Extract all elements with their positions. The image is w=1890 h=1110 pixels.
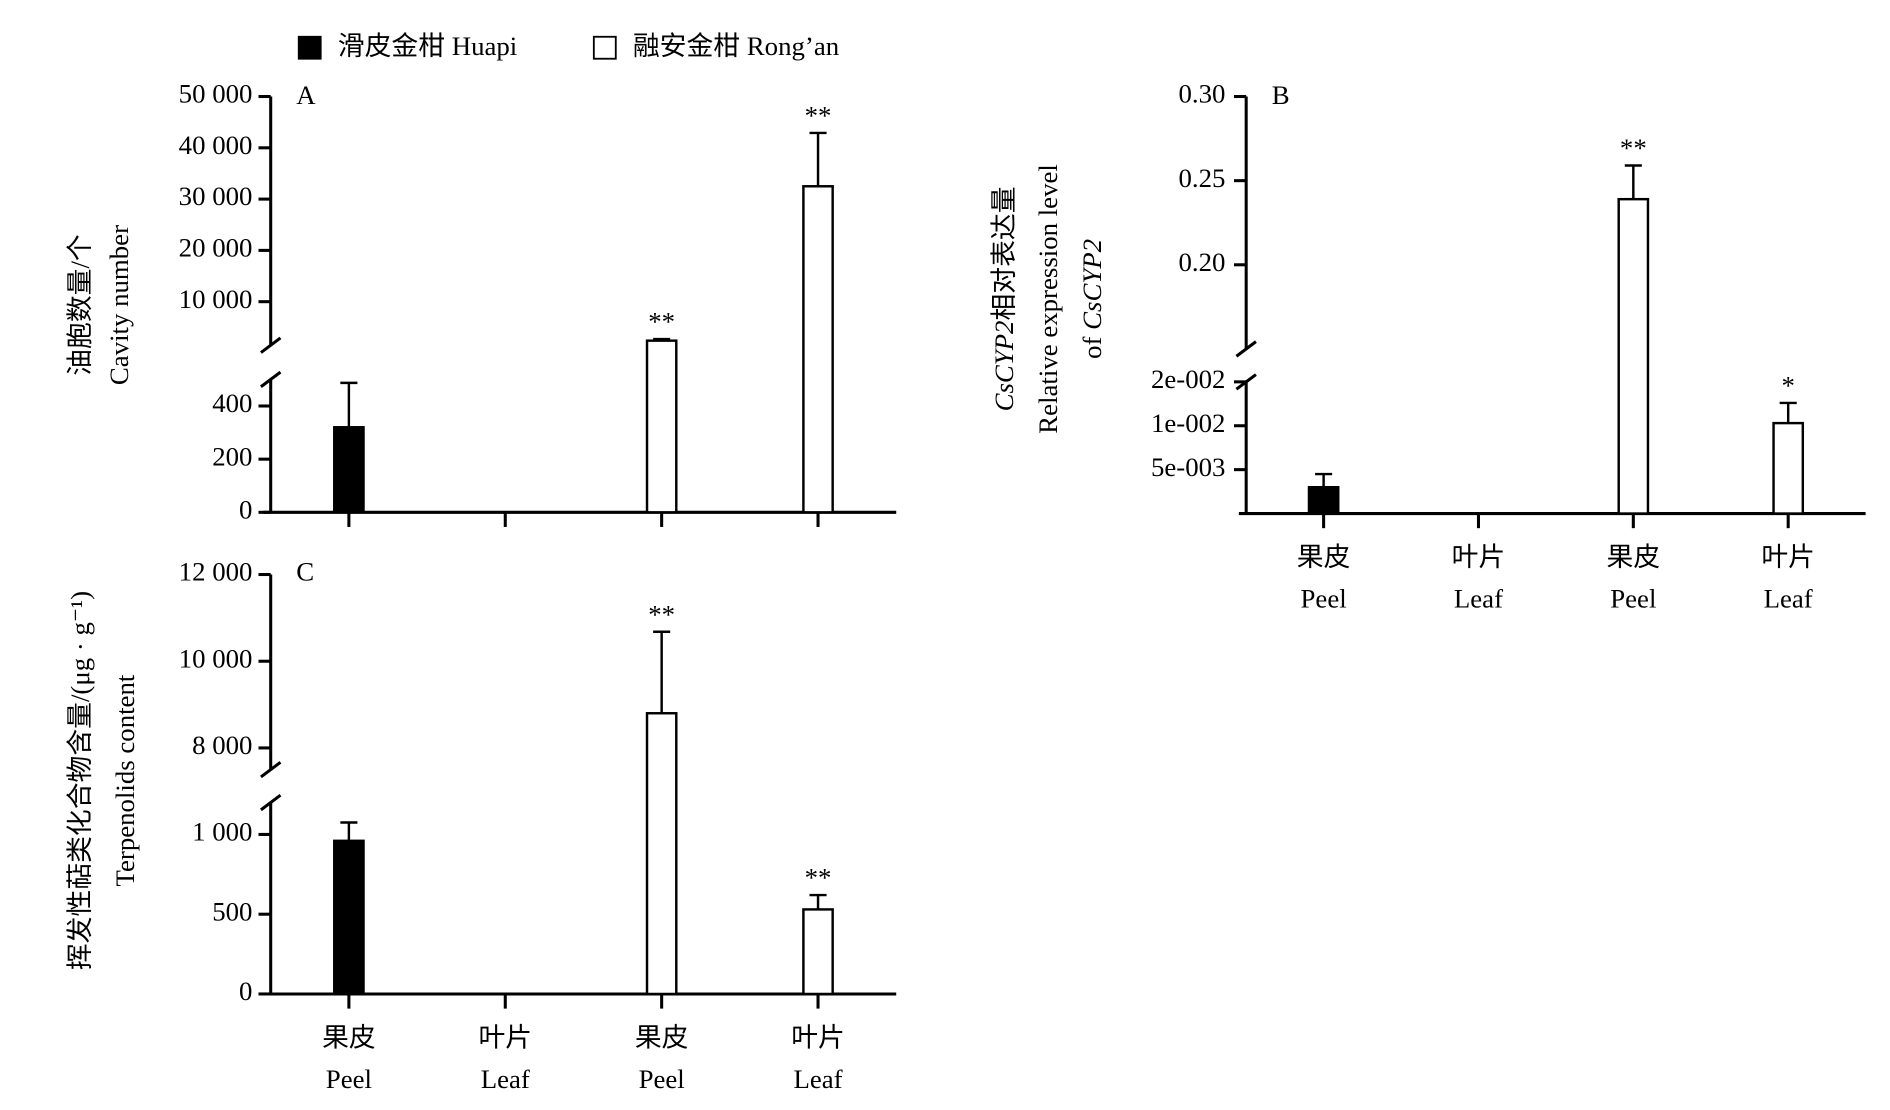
legend-swatch bbox=[592, 35, 617, 60]
bar bbox=[1307, 485, 1340, 515]
y-axis-label: of CsCYP2 bbox=[1077, 239, 1107, 359]
x-tick-label-line: Leaf bbox=[481, 1064, 530, 1094]
y-tick-label: 40 000 bbox=[179, 130, 253, 160]
panel-label: A bbox=[296, 80, 316, 110]
y-tick-label: 1e-002 bbox=[1151, 408, 1225, 438]
y-tick-label: 50 000 bbox=[179, 79, 253, 109]
y-axis-label-part: Terpenolids content bbox=[110, 674, 140, 886]
bar bbox=[333, 839, 365, 996]
bar bbox=[802, 908, 834, 996]
axis-break bbox=[260, 370, 282, 388]
bar bbox=[1772, 421, 1805, 515]
x-tick-label: 叶片 Leaf bbox=[1761, 542, 1815, 613]
y-axis-label-part: of bbox=[1077, 330, 1107, 359]
y-axis-label-part: CsCYP2 bbox=[1077, 239, 1107, 330]
x-tick-label: 果皮 Peel bbox=[322, 1022, 376, 1093]
panel-label: C bbox=[296, 557, 314, 587]
y-axis-label: 挥发性萜类化合物含量/(μg · g⁻¹) bbox=[65, 591, 95, 970]
y-tick-label: 500 bbox=[212, 896, 252, 926]
y-tick-label: 0.20 bbox=[1179, 247, 1226, 277]
y-tick-label: 10 000 bbox=[179, 284, 253, 314]
error-bar bbox=[809, 131, 827, 187]
y-tick-label: 200 bbox=[212, 441, 252, 471]
significance: ** bbox=[805, 100, 832, 130]
y-tick-label: 0.25 bbox=[1179, 163, 1226, 193]
axis-break bbox=[260, 761, 282, 779]
x-tick-label-line: 叶片 bbox=[791, 1022, 845, 1052]
x-tick-label-line: Peel bbox=[1610, 583, 1656, 613]
error-bar bbox=[1624, 164, 1642, 200]
error-bar bbox=[1315, 472, 1333, 488]
y-axis-label: Terpenolids content bbox=[110, 674, 140, 886]
y-axis-label-part: 油胞数量/个 bbox=[65, 234, 95, 376]
y-tick-label: 2e-002 bbox=[1151, 364, 1225, 394]
y-tick-label: 8 000 bbox=[192, 730, 252, 760]
axis-break bbox=[260, 336, 282, 354]
legend-label: 滑皮金柑 Huapi bbox=[338, 31, 517, 61]
legend-swatch bbox=[297, 35, 322, 60]
y-axis-label: CsCYP2相对表达量 bbox=[989, 186, 1019, 411]
y-tick-label: 10 000 bbox=[179, 643, 253, 673]
y-axis-label-part: 相对表达量 bbox=[989, 186, 1019, 320]
x-tick-label-line: Leaf bbox=[1764, 583, 1813, 613]
axis-break bbox=[1235, 340, 1257, 358]
x-tick-label: 果皮 Peel bbox=[1607, 542, 1661, 613]
error-bar bbox=[653, 630, 671, 714]
x-tick-label-line: Peel bbox=[326, 1064, 372, 1094]
bar bbox=[802, 185, 834, 514]
bar bbox=[333, 426, 365, 514]
bar bbox=[645, 339, 678, 514]
x-tick-label-line: Leaf bbox=[793, 1064, 842, 1094]
y-axis-label: Cavity number bbox=[104, 225, 134, 385]
y-axis-label-part: Cavity number bbox=[104, 225, 134, 385]
x-tick-label: 果皮 Peel bbox=[635, 1022, 689, 1093]
x-tick-label-line: 叶片 bbox=[1761, 542, 1815, 572]
x-tick-label-line: 叶片 bbox=[478, 1022, 532, 1052]
y-tick-label: 30 000 bbox=[179, 181, 253, 211]
y-axis-label: Relative expression level bbox=[1033, 164, 1063, 434]
y-tick-label: 0 bbox=[239, 976, 252, 1006]
y-tick-label: 0.30 bbox=[1179, 79, 1226, 109]
y-axis-label: 油胞数量/个 bbox=[65, 234, 95, 376]
error-bar bbox=[340, 381, 358, 428]
x-tick-label-line: 果皮 bbox=[635, 1022, 689, 1052]
error-bar bbox=[809, 893, 827, 910]
legend-label: 融安金柑 Rong’an bbox=[633, 31, 839, 61]
y-axis-label-part: CsCYP2 bbox=[989, 321, 1019, 412]
significance: ** bbox=[648, 307, 675, 337]
x-tick-label-line: Leaf bbox=[1454, 583, 1503, 613]
x-tick-label: 叶片 Leaf bbox=[791, 1022, 845, 1093]
y-tick-label: 20 000 bbox=[179, 233, 253, 263]
x-tick-label-line: 果皮 bbox=[1607, 542, 1661, 572]
y-tick-label: 1 000 bbox=[192, 817, 252, 847]
significance: * bbox=[1781, 370, 1794, 400]
axis-break bbox=[260, 793, 282, 812]
y-axis-label-part: Relative expression level bbox=[1033, 164, 1063, 434]
x-tick-label-line: Peel bbox=[1301, 583, 1347, 613]
y-tick-label: 12 000 bbox=[179, 557, 253, 587]
x-tick-label-line: Peel bbox=[639, 1064, 685, 1094]
x-tick-label-line: 果皮 bbox=[322, 1022, 376, 1052]
x-tick-label: 叶片 Leaf bbox=[478, 1022, 532, 1093]
bar bbox=[645, 712, 678, 996]
significance: ** bbox=[1620, 133, 1647, 163]
y-axis-label-part: 挥发性萜类化合物含量/(μg · g⁻¹) bbox=[65, 591, 95, 970]
error-bar bbox=[340, 821, 358, 841]
y-tick-label: 400 bbox=[212, 388, 252, 418]
error-bar bbox=[653, 337, 671, 341]
error-bar bbox=[1779, 401, 1797, 424]
y-tick-label: 0 bbox=[239, 494, 252, 524]
x-tick-label-line: 叶片 bbox=[1452, 542, 1506, 572]
bar bbox=[1617, 197, 1650, 515]
x-tick-label: 果皮 Peel bbox=[1297, 542, 1351, 613]
significance: ** bbox=[805, 863, 832, 893]
y-tick-label: 5e-003 bbox=[1151, 452, 1225, 482]
x-tick-label-line: 果皮 bbox=[1297, 542, 1351, 572]
panel-label: B bbox=[1272, 80, 1290, 110]
x-tick-label: 叶片 Leaf bbox=[1452, 542, 1506, 613]
significance: ** bbox=[648, 599, 675, 629]
